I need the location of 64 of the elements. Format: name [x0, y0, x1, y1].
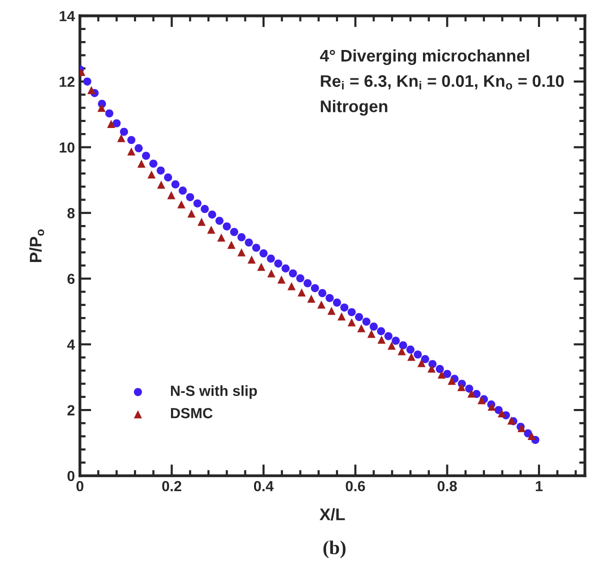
point [438, 370, 446, 379]
point [327, 306, 336, 315]
point [87, 86, 96, 94]
point [167, 191, 176, 200]
legend-label: DSMC [170, 408, 213, 418]
point [467, 390, 476, 398]
point [357, 324, 366, 332]
point [457, 382, 466, 392]
point [127, 147, 136, 156]
y-tick-label: 0 [68, 470, 74, 482]
point [147, 170, 156, 179]
point [488, 402, 496, 411]
point [198, 218, 206, 226]
y-tick-label: 8 [67, 208, 75, 218]
point [388, 342, 396, 350]
point [377, 336, 386, 344]
annotation: Nitrogen [320, 100, 388, 116]
point [267, 269, 276, 278]
annotation: Re$_{i}$ = 6.3, Kn$_{i}$ = 0.01, Kn$_{o}$ = 0.10 [320, 75, 564, 90]
x-tick-label: 1 [536, 481, 543, 492]
y-tick-label: 4 [67, 340, 75, 350]
point [137, 160, 146, 168]
point [428, 364, 436, 373]
y-tick-label: 12 [60, 76, 74, 87]
x-tick-label: 0.2 [162, 480, 182, 492]
x-axis-title: X/L [320, 508, 345, 520]
point [187, 210, 196, 218]
point [217, 234, 226, 242]
point [97, 104, 106, 112]
point [107, 120, 116, 128]
point [237, 248, 246, 256]
point [528, 432, 536, 440]
x-tick-label: 0.6 [346, 480, 365, 492]
text: (b) [323, 540, 346, 558]
y-tick-label: 6 [67, 274, 75, 284]
point [417, 359, 426, 368]
y-tick-label: 2 [67, 405, 74, 416]
point [398, 347, 406, 356]
point [248, 256, 256, 264]
point [288, 282, 296, 290]
point [317, 300, 326, 309]
annotation: 4° Diverging microchannel [320, 49, 530, 66]
point [207, 226, 216, 234]
legend-label: N-S with slip [170, 385, 257, 399]
point [367, 330, 376, 338]
point [227, 240, 236, 249]
point [407, 352, 416, 361]
point [177, 200, 186, 208]
point [257, 262, 266, 271]
point [117, 134, 126, 142]
point [498, 409, 506, 418]
x-tick-label: 0 [76, 480, 84, 492]
y-tick-label: 14 [60, 11, 75, 22]
y-tick-label: 10 [60, 142, 74, 153]
point [298, 288, 306, 296]
point [448, 376, 456, 385]
x-tick-label: 0.4 [254, 480, 274, 492]
y-axis-title: P/P$_{o}$ [29, 229, 44, 262]
point [348, 318, 356, 326]
point [307, 294, 316, 303]
x-tick-label: 0.8 [438, 480, 457, 492]
point [277, 276, 286, 284]
point [338, 312, 346, 320]
point [157, 180, 166, 189]
